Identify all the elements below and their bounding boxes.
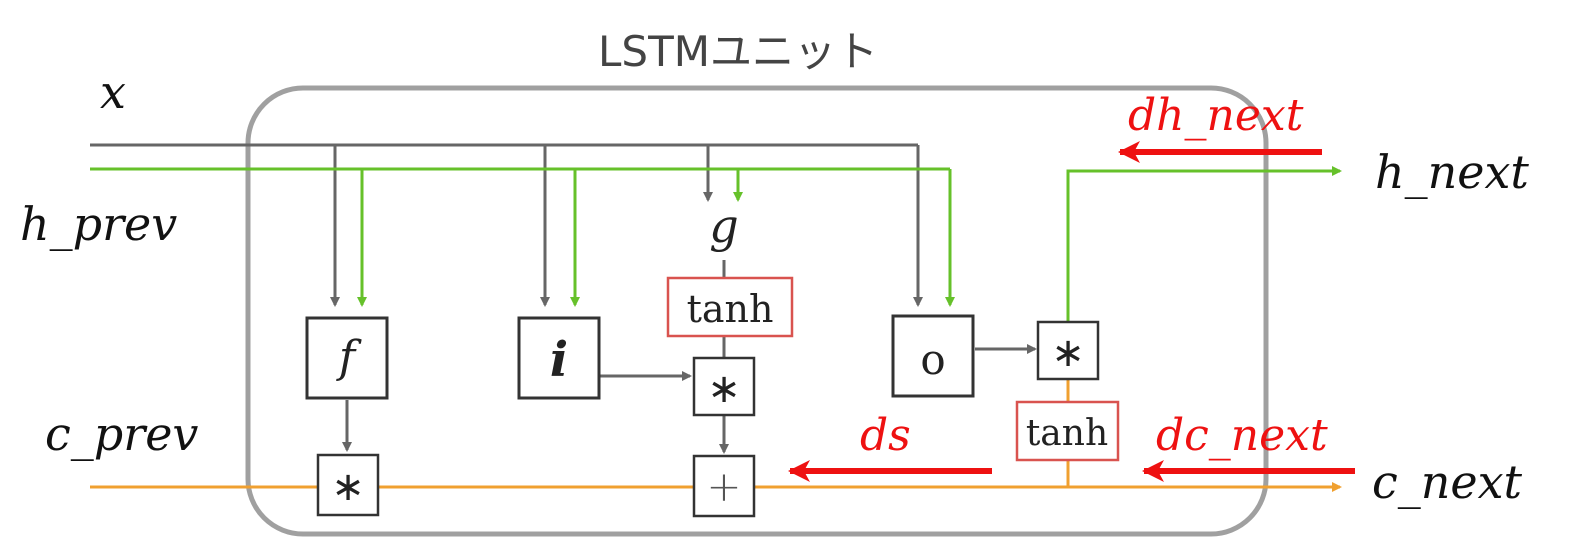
unit-title: LSTMユニット <box>598 27 878 76</box>
dh-next-label: dh_next <box>1128 90 1304 141</box>
gate-o-label: o <box>920 335 945 384</box>
mul-node-ig: ∗ <box>692 356 756 417</box>
h-next-line <box>1066 166 1342 322</box>
ds-label: ds <box>860 410 911 461</box>
mul-o-symbol: ∗ <box>1051 330 1085 376</box>
tanh-box-c: tanh <box>1015 400 1120 462</box>
h-prev-lines <box>90 167 955 307</box>
dc-next-label: dc_next <box>1156 410 1328 461</box>
mul-ig-symbol: ∗ <box>707 366 741 412</box>
gate-g-label: g <box>709 199 738 253</box>
tanh-box-g: tanh <box>666 276 794 338</box>
add-node: + <box>692 454 756 518</box>
gate-i: i <box>517 316 601 400</box>
tanh-g-label: tanh <box>687 287 774 331</box>
h-prev-label: h_prev <box>20 197 177 251</box>
x-input-lines <box>90 143 923 307</box>
lstm-unit-border <box>245 85 1269 537</box>
gradient-arrows <box>788 141 1355 482</box>
internal-connectors <box>342 260 1037 454</box>
mul-f-symbol: ∗ <box>331 464 365 510</box>
x-label: x <box>100 65 126 119</box>
c-next-label: c_next <box>1372 455 1523 509</box>
mul-node-f: ∗ <box>316 453 380 517</box>
gate-f: f <box>305 316 389 400</box>
gate-i-label: i <box>550 332 568 388</box>
add-symbol: + <box>706 462 741 511</box>
mul-node-o: ∗ <box>1036 320 1100 381</box>
c-prev-label: c_prev <box>45 407 198 461</box>
gate-o: o <box>891 314 975 398</box>
h-next-label: h_next <box>1375 145 1529 199</box>
tanh-c-label: tanh <box>1026 413 1108 454</box>
